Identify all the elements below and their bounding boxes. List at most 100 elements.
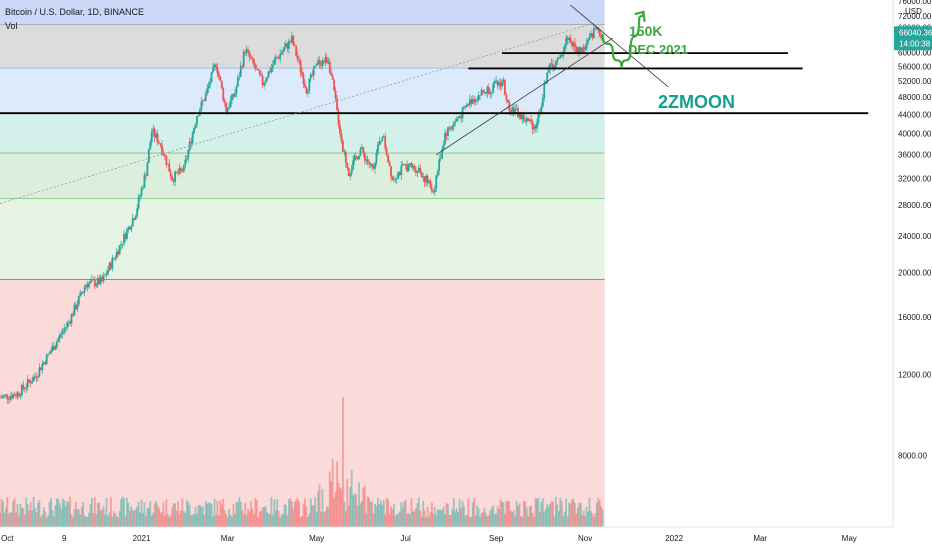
candle-body <box>344 151 347 163</box>
volume-bar <box>581 515 584 527</box>
candle-body <box>358 155 360 160</box>
volume-bar <box>304 498 306 527</box>
volume-bar <box>431 502 433 527</box>
symbol-title[interactable]: Bitcoin / U.S. Dollar, 1D, BINANCE <box>5 7 145 17</box>
volume-bar <box>340 488 343 527</box>
candle-body <box>442 144 445 150</box>
candle-body <box>239 66 242 77</box>
volume-bar <box>449 514 452 527</box>
volume-bar <box>25 497 28 527</box>
volume-bar <box>220 504 223 527</box>
volume-bar <box>484 512 487 527</box>
candle-body <box>194 124 197 129</box>
volume-indicator-label[interactable]: Vol <box>5 21 18 31</box>
volume-bar <box>264 506 267 527</box>
candle-body <box>204 93 207 101</box>
volume-bar <box>105 498 108 527</box>
volume-bar <box>325 506 328 527</box>
volume-bar <box>346 479 349 527</box>
volume-bar <box>565 498 568 527</box>
volume-bar <box>53 516 55 527</box>
candle-body <box>333 79 336 91</box>
volume-bar <box>388 513 391 527</box>
candle-body <box>524 120 527 122</box>
volume-bar <box>226 517 229 527</box>
volume-bar <box>6 497 9 527</box>
volume-bar <box>16 503 19 527</box>
volume-bar <box>439 509 442 527</box>
volume-bar <box>474 515 477 527</box>
volume-bar <box>525 507 528 527</box>
candle-body <box>161 145 163 154</box>
volume-bar <box>15 512 17 527</box>
volume-bar <box>187 501 190 527</box>
candle-body <box>598 30 601 36</box>
candle-body <box>10 396 13 399</box>
volume-bar <box>177 501 179 527</box>
volume-bars <box>0 397 604 527</box>
candle-body <box>283 47 286 51</box>
candle-body <box>248 51 251 57</box>
candle-body <box>89 280 92 283</box>
volume-bar <box>236 502 239 527</box>
volume-bar <box>378 503 381 527</box>
volume-bar <box>23 514 26 527</box>
candle-body <box>499 82 502 87</box>
candle-body <box>550 63 553 65</box>
volume-bar <box>311 505 314 527</box>
candle-body <box>362 147 365 154</box>
volume-bar <box>9 511 12 527</box>
time-axis[interactable]: Oct 9 2021 Mar May Jul Sep Nov 2022 Mar May <box>0 526 932 550</box>
candle-body <box>105 273 108 275</box>
volume-bar <box>130 506 133 527</box>
candle-body <box>543 83 546 98</box>
candle-body <box>163 155 166 156</box>
volume-bar <box>560 501 563 527</box>
volume-bar <box>410 497 413 527</box>
volume-bar <box>70 514 73 527</box>
volume-bar <box>363 485 366 527</box>
candle-body <box>290 35 293 43</box>
candle-body <box>20 384 23 396</box>
volume-bar <box>404 499 407 527</box>
candle-body <box>45 354 48 365</box>
volume-bar <box>242 514 245 527</box>
candle-body <box>549 63 551 70</box>
volume-bar <box>31 510 34 527</box>
candle-body <box>484 91 487 94</box>
candle-body <box>279 53 282 59</box>
candle-body <box>61 331 64 335</box>
volume-bar <box>0 512 1 527</box>
volume-bar <box>495 513 498 527</box>
volume-bar <box>520 516 522 527</box>
candle-body <box>353 155 356 161</box>
volume-bar <box>38 500 41 527</box>
volume-bar <box>57 498 60 527</box>
volume-bar <box>317 491 319 527</box>
volume-bar <box>582 510 585 527</box>
volume-bar <box>468 517 471 527</box>
candle-body <box>219 76 222 81</box>
candle-body <box>334 90 337 99</box>
volume-bar <box>595 502 598 527</box>
candle-body <box>349 173 352 177</box>
volume-bar <box>433 507 436 527</box>
volume-bar <box>426 506 429 527</box>
candle-body <box>79 292 82 297</box>
volume-bar <box>143 502 146 527</box>
volume-bar <box>318 484 321 527</box>
candle-body <box>257 69 260 71</box>
candle-body <box>537 112 540 123</box>
volume-bar <box>374 503 376 527</box>
price-axis[interactable]: 76000.00USD72000.0068000.0064000.0060000… <box>892 0 932 550</box>
candle-body <box>374 162 376 169</box>
volume-bar <box>467 498 470 527</box>
candle-body <box>289 40 292 43</box>
volume-bar <box>395 514 398 527</box>
candle-body <box>178 167 181 174</box>
candle-body <box>19 395 22 397</box>
candle-body <box>140 188 143 196</box>
volume-bar <box>99 510 102 527</box>
volume-bar <box>438 509 441 527</box>
